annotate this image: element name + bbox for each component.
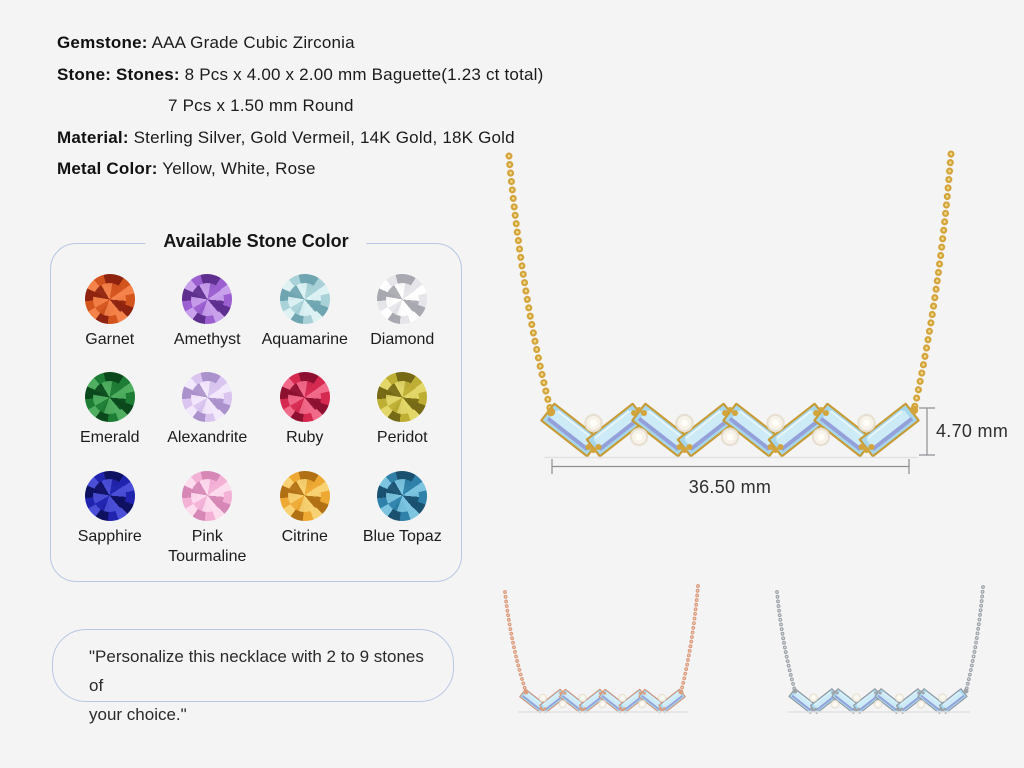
- stone-swatch-alexandrite: Alexandrite: [159, 372, 257, 470]
- pink-tourmaline-gem-icon: [182, 470, 233, 521]
- personalize-note: "Personalize this necklace with 2 to 9 s…: [52, 629, 454, 724]
- stone-label: Peridot: [376, 429, 428, 447]
- stone-label: Citrine: [281, 527, 328, 545]
- emerald-gem-icon: [84, 372, 135, 423]
- stone-label: Sapphire: [77, 527, 142, 545]
- spec-stone-label: Stone: Stones:: [57, 64, 180, 84]
- stone-label: Alexandrite: [167, 429, 248, 447]
- stone-swatch-blue-topaz: Blue Topaz: [354, 470, 452, 569]
- alexandrite-gem-icon: [182, 372, 233, 423]
- width-measurement-label: 36.50 mm: [688, 477, 772, 497]
- spec-gemstone-label: Gemstone:: [57, 33, 148, 52]
- gold-necklace-image: [505, 150, 955, 458]
- stone-panel-title: Available Stone Color: [145, 231, 367, 252]
- spec-stone-value: 8 Pcs x 4.00 x 2.00 mm Baguette(1.23 ct …: [179, 64, 544, 84]
- spec-gemstone: Gemstone: AAA Grade Cubic Zirconia: [57, 27, 544, 59]
- dimension-lines: [551, 407, 935, 474]
- ruby-gem-icon: [279, 372, 330, 423]
- diamond-gem-icon: [377, 274, 428, 324]
- stone-swatch-citrine: Citrine: [256, 470, 354, 569]
- personalize-note-line2: your choice.": [89, 705, 187, 724]
- stone-label: Aquamarine: [261, 331, 348, 348]
- stone-color-panel: Available Stone Color Garnet Amethyst Aq…: [50, 231, 462, 582]
- amethyst-gem-icon: [182, 274, 233, 324]
- product-specs: Gemstone: AAA Grade Cubic Zirconia Stone…: [57, 27, 544, 185]
- blue-topaz-gem-icon: [377, 470, 428, 521]
- aquamarine-gem-icon: [279, 274, 330, 324]
- stone-swatch-garnet: Garnet: [61, 274, 159, 372]
- stone-swatch-amethyst: Amethyst: [159, 274, 257, 372]
- spec-stone-round: 7 Pcs x 1.50 mm Round: [57, 90, 544, 122]
- stone-swatch-sapphire: Sapphire: [61, 470, 159, 569]
- spec-material-value: Sterling Silver, Gold Vermeil, 14K Gold,…: [128, 127, 515, 147]
- stone-label: Ruby: [286, 429, 324, 447]
- stone-label: Garnet: [85, 331, 135, 348]
- white-gold-necklace-image: [775, 585, 985, 714]
- spec-metal-color: Metal Color: Yellow, White, Rose: [57, 153, 544, 185]
- spec-metal-color-value: Yellow, White, Rose: [157, 159, 316, 178]
- spec-stone: Stone: Stones: 8 Pcs x 4.00 x 2.00 mm Ba…: [57, 59, 544, 91]
- garnet-gem-icon: [84, 274, 135, 324]
- spec-stone-round-value: 7 Pcs x 1.50 mm Round: [168, 96, 354, 115]
- stone-swatch-ruby: Ruby: [256, 372, 354, 470]
- spec-material-label: Material:: [57, 127, 129, 147]
- citrine-gem-icon: [279, 470, 330, 521]
- stone-swatch-aquamarine: Aquamarine: [256, 274, 354, 372]
- stone-label: Amethyst: [173, 331, 241, 348]
- stone-swatch-emerald: Emerald: [61, 372, 159, 470]
- stone-swatch-diamond: Diamond: [354, 274, 452, 372]
- stone-label: Emerald: [79, 429, 140, 447]
- stone-swatch-grid: Garnet Amethyst Aquamarine Diamond Emera…: [51, 244, 461, 581]
- stone-label: Diamond: [370, 331, 435, 348]
- stone-label: Blue Topaz: [362, 527, 442, 545]
- stone-label: Pink Tourmaline: [168, 527, 247, 565]
- stone-swatch-pink-tourmaline: Pink Tourmaline: [159, 470, 257, 569]
- height-measurement-label: 4.70 mm: [936, 421, 1009, 441]
- stone-swatch-peridot: Peridot: [354, 372, 452, 470]
- spec-metal-color-label: Metal Color:: [57, 159, 158, 178]
- peridot-gem-icon: [377, 372, 428, 423]
- spec-material: Material: Sterling Silver, Gold Vermeil,…: [57, 122, 544, 154]
- rose-gold-necklace-image: [503, 584, 700, 714]
- spec-gemstone-value: AAA Grade Cubic Zirconia: [147, 33, 355, 52]
- personalize-note-line1: "Personalize this necklace with 2 to 9 s…: [89, 647, 424, 695]
- sapphire-gem-icon: [84, 470, 135, 521]
